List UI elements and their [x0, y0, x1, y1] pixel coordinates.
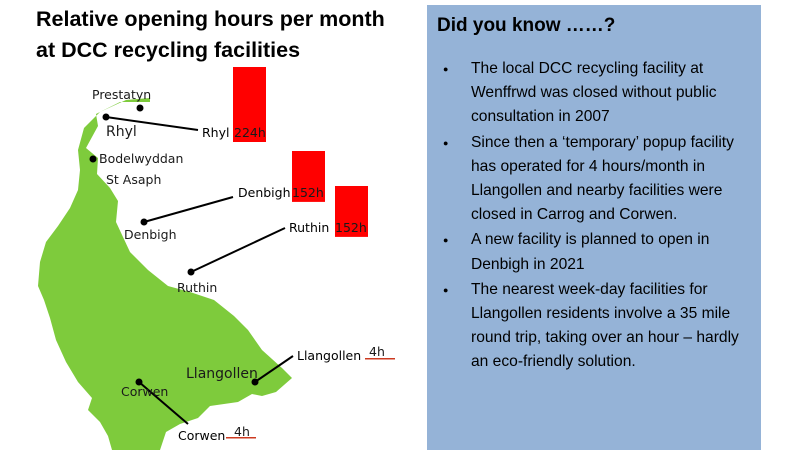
town-bodelwyddan: Bodelwyddan: [99, 151, 183, 166]
value-rhyl: 224h: [234, 125, 266, 140]
fact-item: The nearest week-day facilities for Llan…: [443, 278, 751, 375]
bodelwyddan-dot: [89, 155, 97, 163]
value-ruthin: 152h: [335, 220, 367, 235]
title-line-1: Relative opening hours per month: [36, 7, 385, 31]
value-corwen: 4h: [234, 424, 250, 439]
chart-title: Relative opening hours per month at DCC …: [36, 4, 416, 66]
town-llangollen: Llangollen: [186, 366, 258, 382]
title-line-2: at DCC recycling facilities: [36, 38, 301, 62]
rhyl-hours-bar: [233, 67, 266, 142]
label-ruthin: Ruthin: [289, 220, 329, 235]
denbigh-hours-bar: [292, 151, 325, 202]
panel-heading: Did you know ……?: [437, 15, 616, 36]
value-denbigh: 152h: [292, 185, 324, 200]
did-you-know-panel: Did you know ……? The local DCC recycling…: [427, 5, 761, 450]
denbighshire-shape: [38, 98, 292, 450]
fact-item: Since then a ‘temporary’ popup facility …: [443, 131, 751, 228]
llangollen-leader: [254, 355, 294, 383]
prestatyn-dot: [136, 104, 144, 112]
ruthin-hours-bar: [335, 186, 368, 237]
town-ruthin: Ruthin: [177, 280, 217, 295]
corwen-hours-bar: [226, 437, 256, 439]
county-map: Prestatyn Rhyl Bodelwyddan St Asaph Denb…: [38, 67, 395, 450]
label-corwen: Corwen: [178, 428, 225, 443]
town-prestatyn: Prestatyn: [92, 87, 151, 102]
value-llangollen: 4h: [369, 344, 385, 359]
fact-item: A new facility is planned to open in Den…: [443, 228, 751, 276]
town-st-asaph: St Asaph: [106, 172, 161, 187]
town-denbigh: Denbigh: [124, 227, 177, 242]
llangollen-hours-bar: [365, 358, 395, 360]
fact-list: The local DCC recycling facility at Wenf…: [437, 57, 751, 375]
corwen-leader: [138, 381, 189, 425]
town-rhyl: Rhyl: [106, 124, 137, 140]
town-corwen: Corwen: [121, 384, 168, 399]
label-llangollen: Llangollen: [297, 348, 361, 363]
label-rhyl: Rhyl: [202, 125, 229, 140]
rhyl-leader: [105, 116, 199, 131]
ruthin-leader: [190, 227, 286, 273]
denbigh-leader: [143, 196, 234, 223]
label-denbigh: Denbigh: [238, 185, 291, 200]
fact-item: The local DCC recycling facility at Wenf…: [443, 57, 751, 130]
